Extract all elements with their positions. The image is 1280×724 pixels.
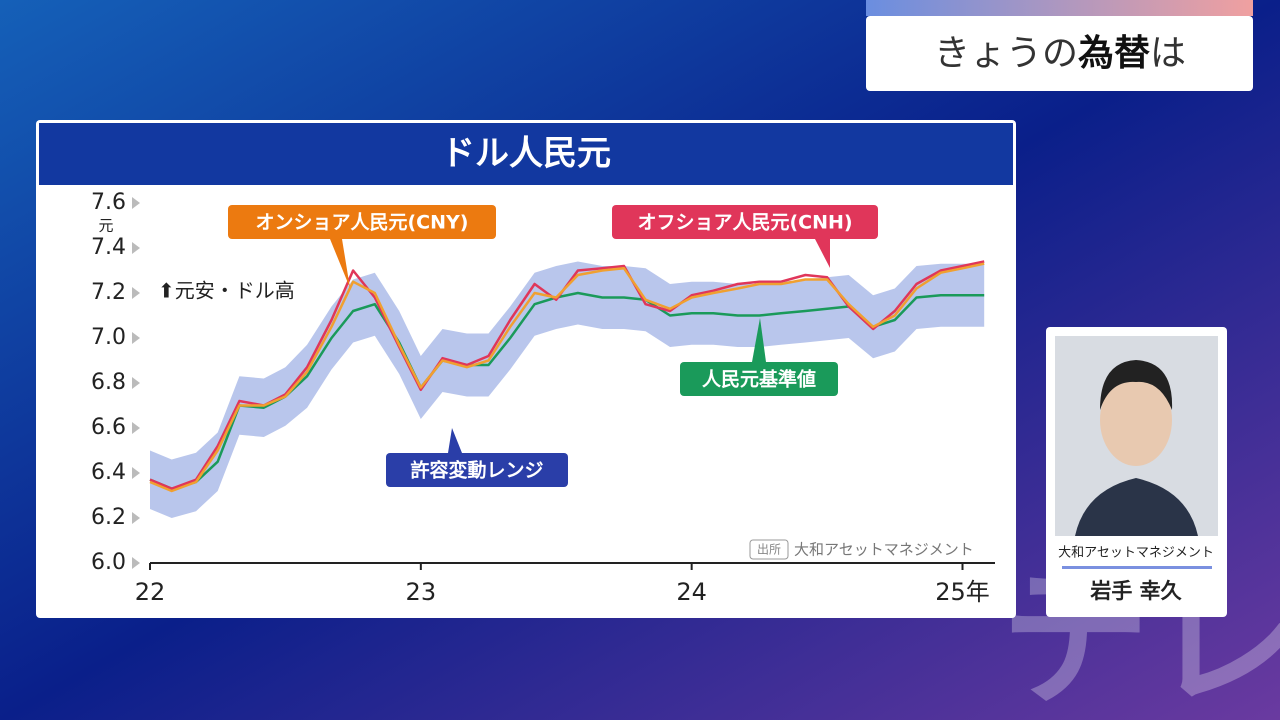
- chart-panel: [36, 120, 1016, 618]
- chart-title: ドル人民元: [441, 134, 611, 174]
- y-unit: 元: [98, 217, 113, 235]
- y-tick: [132, 287, 140, 299]
- callout-label: オンショア人民元(CNY): [256, 212, 469, 234]
- y-tick: [132, 422, 140, 434]
- x-tick-label: 25年: [935, 578, 990, 606]
- y-tick: [132, 377, 140, 389]
- y-tick-label: 6.0: [91, 550, 126, 575]
- note: ⬆元安・ドル高: [158, 279, 295, 303]
- range-band: [150, 261, 985, 518]
- x-tick-label: 23: [406, 578, 437, 606]
- y-tick-label: 6.8: [91, 370, 126, 395]
- callout-box: [612, 205, 878, 239]
- callout-box: [228, 205, 496, 239]
- source-tag-box: [749, 539, 789, 560]
- photo-suit: [1075, 478, 1198, 536]
- callout-label: オフショア人民元(CNH): [637, 212, 852, 234]
- photo-hair: [1100, 360, 1173, 410]
- header-title: きょうの為替は: [934, 33, 1186, 74]
- header-box: [866, 16, 1253, 91]
- source: 大和アセットマネジメント: [794, 541, 974, 559]
- x-tick-label: 22: [135, 578, 166, 606]
- y-tick-label: 7.2: [91, 280, 126, 305]
- y-tick: [132, 467, 140, 479]
- photo-face: [1100, 374, 1172, 466]
- y-tick-label: 6.4: [91, 460, 126, 485]
- y-tick-label: 7.6: [91, 190, 126, 215]
- y-tick: [132, 512, 140, 524]
- callout-pointer: [815, 239, 830, 268]
- series-line: [149, 262, 985, 493]
- callout-box: [386, 453, 568, 487]
- y-tick: [132, 242, 140, 254]
- y-tick-label: 6.6: [91, 415, 126, 440]
- presenter-company: 大和アセットマネジメント: [1058, 546, 1214, 561]
- callout-pointer: [330, 239, 350, 288]
- presenter-name: 岩手 幸久: [1089, 579, 1181, 603]
- y-tick: [132, 332, 140, 344]
- y-tick-label: 7.4: [91, 235, 126, 260]
- y-tick-label: 6.2: [91, 505, 126, 530]
- source-tag: 出所: [757, 543, 781, 557]
- plot: 6.0 6.2 6.4 6.6 6.8 7.0 7.2 7.4 7.6 22 23 24 25年 オンショ…: [91, 190, 995, 606]
- x-tick-label: 24: [676, 578, 707, 606]
- callout-pointer: [448, 428, 462, 453]
- y-tick: [132, 557, 140, 569]
- callout-box: [680, 362, 838, 396]
- y-tick-label: 7.0: [91, 325, 126, 350]
- callout-pointer: [752, 318, 766, 362]
- callout-label: 許容変動レンジ: [410, 459, 543, 482]
- header-accent: [866, 0, 1253, 16]
- chart-title-bar: [39, 123, 1013, 185]
- presenter-divider: [1062, 566, 1212, 569]
- y-tick: [132, 197, 140, 209]
- callout-label: 人民元基準値: [702, 368, 816, 391]
